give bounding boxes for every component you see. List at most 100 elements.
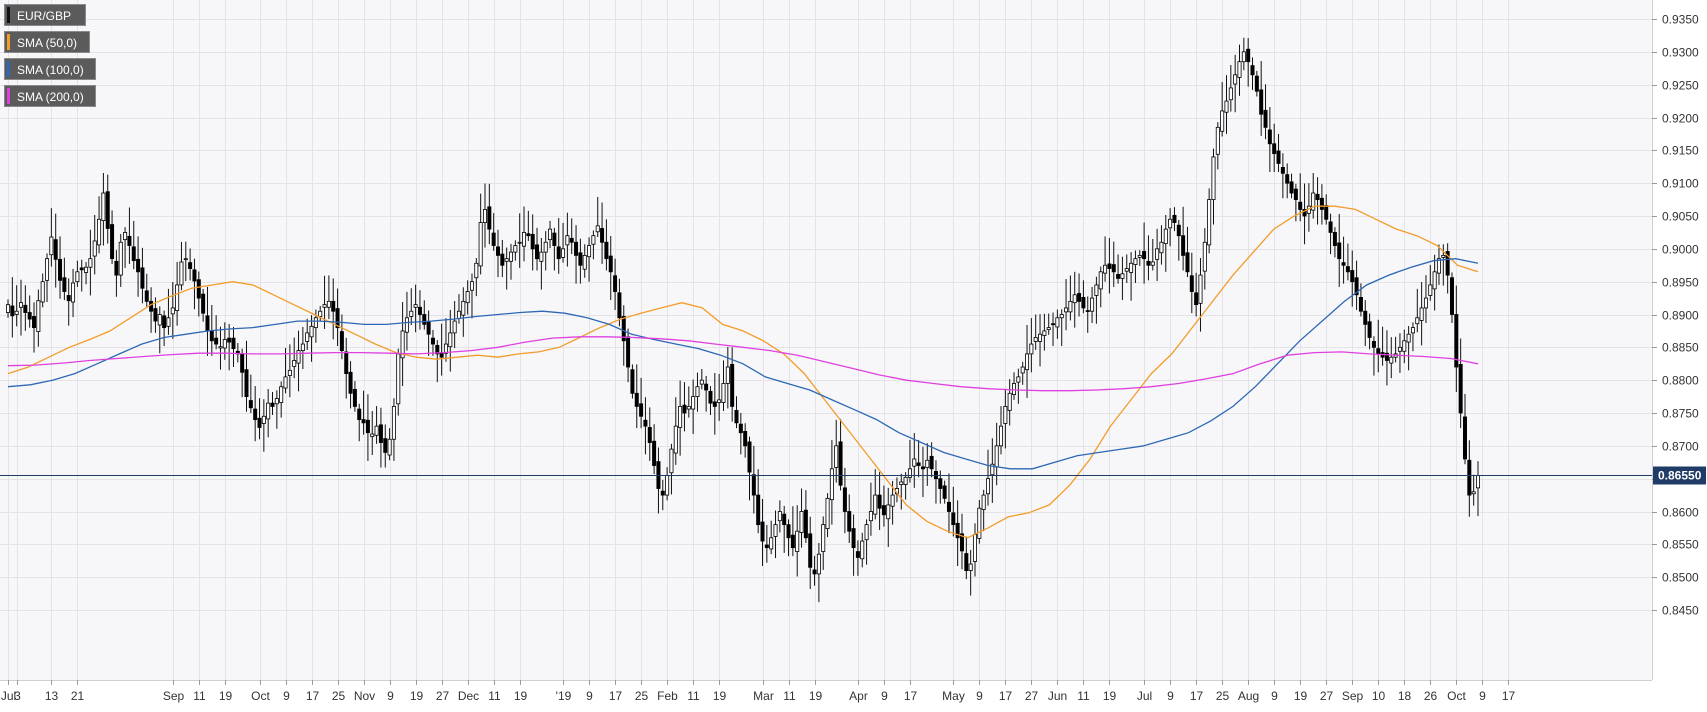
legend-item-sma-100[interactable]: SMA (100,0) <box>4 58 96 80</box>
candle <box>1345 243 1350 281</box>
candle-body <box>1293 188 1298 200</box>
candle-body <box>1116 274 1121 279</box>
candle-body <box>326 300 331 308</box>
candle <box>1051 312 1056 347</box>
candle-body <box>903 476 908 485</box>
candle-body <box>678 406 683 428</box>
candle <box>166 288 171 335</box>
candle-body <box>1029 343 1034 355</box>
candle <box>829 439 834 525</box>
x-tick-label: 10 <box>1372 689 1386 703</box>
candle <box>539 237 544 290</box>
candle <box>474 258 479 297</box>
candle-body <box>626 336 631 368</box>
x-tick-label: 11 <box>488 689 501 703</box>
candle-body <box>157 314 162 326</box>
candle <box>886 487 891 547</box>
candle <box>1159 225 1164 265</box>
candle <box>682 382 687 432</box>
candle-body <box>1137 254 1142 258</box>
candle-body <box>365 419 370 434</box>
legend-item-eurgbp[interactable]: EUR/GBP <box>4 4 86 26</box>
x-tick-label: 11 <box>193 689 206 703</box>
candle <box>816 543 821 603</box>
x-tick-label: 9 <box>387 689 394 703</box>
candle <box>1302 183 1307 245</box>
candle-body <box>214 337 219 345</box>
candle-body <box>712 401 717 407</box>
candle <box>23 285 28 331</box>
candle-body <box>1384 352 1389 361</box>
candle-body <box>929 455 934 470</box>
candle <box>344 337 349 399</box>
candle-body <box>899 481 904 485</box>
candle <box>49 208 54 267</box>
candle-body <box>335 308 340 329</box>
candle-body <box>1436 258 1441 274</box>
candle-body <box>331 300 336 312</box>
x-tick-label: 25 <box>635 689 649 703</box>
candle <box>1185 226 1190 278</box>
candle-body <box>1016 376 1021 383</box>
candle-body <box>357 408 362 420</box>
candle-body <box>1124 268 1129 272</box>
candle <box>1003 389 1008 449</box>
candle-body <box>587 245 592 258</box>
y-tick-label: 0.9200 <box>1662 112 1699 126</box>
candle-body <box>790 534 795 549</box>
candle-body <box>877 494 882 509</box>
candle-body <box>1298 201 1303 210</box>
current-price-label: 0.86550 <box>1658 469 1702 483</box>
legend-item-sma-50[interactable]: SMA (50,0) <box>4 31 90 53</box>
candle-body <box>1263 109 1268 128</box>
candle <box>834 419 839 483</box>
candle-body <box>912 458 917 467</box>
candle <box>1085 296 1090 333</box>
candle-body <box>522 232 527 247</box>
candle-body <box>274 398 279 405</box>
candle <box>1168 208 1173 247</box>
candle-body <box>1228 87 1233 101</box>
candle <box>157 306 162 354</box>
candle <box>1267 106 1272 173</box>
candle <box>300 326 305 370</box>
candle <box>387 428 392 461</box>
legend-item-sma-200[interactable]: SMA (200,0) <box>4 85 96 107</box>
candle-body <box>1449 277 1454 315</box>
sma-series <box>7 205 1479 539</box>
candle-body <box>1259 89 1264 115</box>
candle-body <box>23 304 28 313</box>
candle <box>851 514 856 576</box>
y-axis-panel <box>1652 0 1707 712</box>
candle <box>1120 256 1125 301</box>
candle <box>53 213 58 288</box>
candle-body <box>530 233 535 250</box>
candle <box>613 258 618 310</box>
candle-body <box>287 369 292 376</box>
candle-body <box>1202 241 1207 272</box>
candle <box>1116 254 1121 284</box>
candle-body <box>110 224 115 260</box>
candle <box>495 229 500 278</box>
candle-body <box>1354 277 1359 296</box>
candle-body <box>760 521 765 542</box>
candle-body <box>1419 307 1424 321</box>
candle-body <box>578 252 583 266</box>
candle-body <box>621 316 626 342</box>
candle-body <box>409 310 414 317</box>
candle-body <box>1046 327 1051 331</box>
candle-body <box>634 392 639 407</box>
candle-body <box>400 330 405 359</box>
candle-body <box>218 346 223 349</box>
candle-body <box>717 399 722 403</box>
candle <box>509 243 514 280</box>
candle <box>691 379 696 435</box>
y-tick-label: 0.9000 <box>1662 243 1699 257</box>
candle <box>1458 338 1463 429</box>
candle <box>981 489 986 532</box>
x-tick-label: 17 <box>1190 689 1204 703</box>
candle <box>860 532 865 568</box>
candle-body <box>990 463 995 476</box>
